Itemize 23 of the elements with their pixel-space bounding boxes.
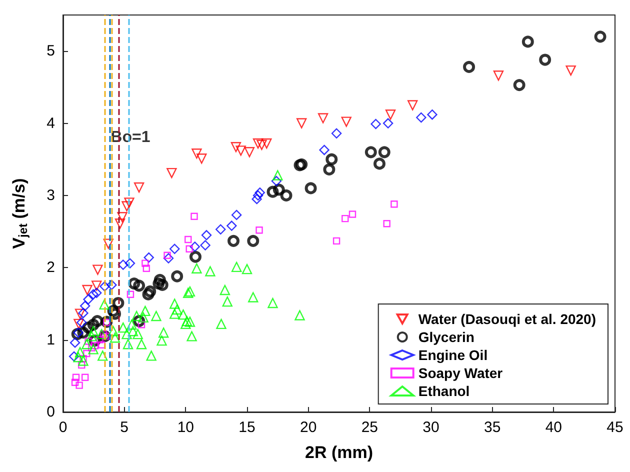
y-axis-title: Vjet (m/s) — [10, 178, 30, 249]
x-tick-label: 40 — [545, 419, 562, 436]
x-tick-label: 45 — [606, 419, 624, 436]
x-axis-title: 2R (mm) — [304, 443, 374, 462]
y-tick-label: 1 — [46, 331, 55, 348]
x-tick-label: 15 — [238, 419, 256, 436]
legend-label: Glycerin — [418, 329, 474, 345]
x-tick-label: 20 — [300, 419, 317, 436]
x-tick-label: 0 — [58, 419, 68, 436]
x-tick-label: 10 — [177, 419, 194, 436]
legend-label: Ethanol — [418, 383, 470, 399]
x-tick-label: 35 — [484, 419, 501, 436]
legend-label: Soapy Water — [418, 365, 504, 381]
y-tick-label: 2 — [46, 259, 55, 276]
legend-label: Water (Dasouqi et al. 2020) — [418, 311, 596, 327]
legend-label: Engine Oil — [418, 347, 488, 363]
x-tick-label: 30 — [422, 419, 440, 436]
y-tick-label: 4 — [46, 114, 55, 132]
y-tick-label: 0 — [46, 404, 55, 420]
x-tick-label: 5 — [120, 419, 129, 436]
y-tick-label: 3 — [46, 186, 55, 204]
x-tick-label: 25 — [361, 419, 378, 436]
y-tick-label: 5 — [46, 42, 55, 60]
